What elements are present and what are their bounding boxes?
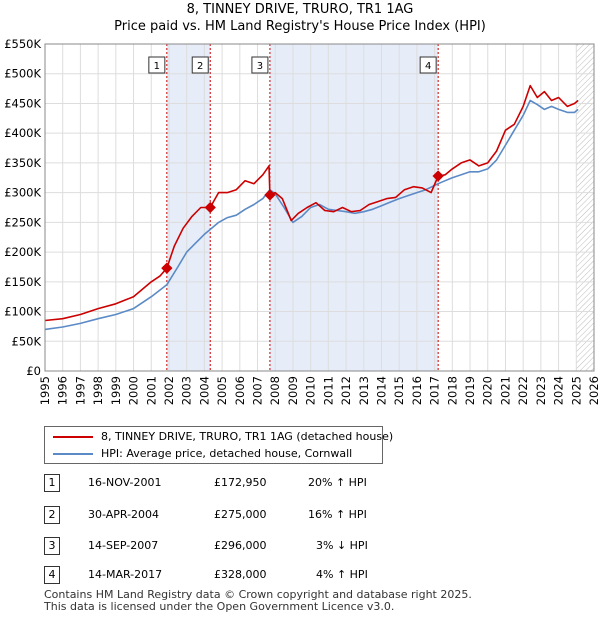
legend-swatch-property [53,436,93,438]
x-tick-label: 2005 [215,376,229,405]
sale-point [161,262,173,274]
x-tick-label: 2026 [587,376,600,405]
y-tick-label: £300K [4,186,41,200]
sale-date: 16-NOV-2001 [88,476,162,489]
x-tick-label: 2008 [268,376,282,405]
y-tick-label: £150K [4,275,41,289]
sale-row: 2 30-APR-2004 £275,000 16% ↑ HPI [44,506,504,526]
x-tick-label: 2007 [251,376,265,405]
property-price-line [44,84,579,322]
sale-hpi-change: 3% ↓ HPI [316,539,368,552]
sale-row: 1 16-NOV-2001 £172,950 20% ↑ HPI [44,474,504,494]
hpi-line [44,99,579,331]
y-tick-label: £400K [4,126,41,140]
chart-legend: 8, TINNEY DRIVE, TRURO, TR1 1AG (detache… [44,426,393,464]
sale-date: 30-APR-2004 [88,508,160,521]
legend-label-hpi: HPI: Average price, detached house, Corn… [101,447,353,460]
y-tick-label: £350K [4,156,41,170]
sale-hpi-change: 20% ↑ HPI [308,476,367,489]
x-tick-label: 2025 [569,376,583,405]
x-tick-label: 2011 [321,376,335,405]
x-tick-label: 2002 [162,376,176,405]
x-tick-label: 2013 [357,376,371,405]
chart-title-line1: 8, TINNEY DRIVE, TRURO, TR1 1AG [186,2,414,17]
x-tick-label: 2000 [127,376,141,405]
y-tick-label: £550K [4,37,41,51]
ownership-shade [269,44,439,371]
chart-title-line2: Price paid vs. HM Land Registry's House … [114,19,486,34]
y-tick-label: £0 [26,364,41,378]
sale-hpi-change: 16% ↑ HPI [308,508,367,521]
x-tick-label: 2018 [445,376,459,405]
y-tick-label: £100K [4,305,41,319]
sale-marker-box [148,56,166,74]
price-chart: £0 £50K £100K £150K £200K £250K £300K £350K £400… [4,37,600,405]
x-tick-label: 1996 [56,376,70,405]
sale-point [432,170,444,182]
sale-row: 4 14-MAR-2017 £328,000 4% ↑ HPI [44,566,504,586]
x-tick-label: 2010 [304,376,318,405]
x-tick-label: 1999 [109,376,123,405]
sale-hpi-change: 4% ↑ HPI [316,568,368,581]
sale-row: 3 14-SEP-2007 £296,000 3% ↓ HPI [44,537,504,557]
x-tick-label: 2022 [516,376,530,405]
footer-line-1: Contains HM Land Registry data © Crown c… [44,588,472,601]
sale-date: 14-SEP-2007 [88,539,159,552]
sale-marker-box [251,56,269,74]
sale-number: 2 [44,506,60,524]
x-tick-label: 2012 [339,376,353,405]
sale-price: £328,000 [214,568,267,581]
x-tick-label: 2003 [180,376,194,405]
y-tick-label: £200K [4,245,41,259]
sale-price: £275,000 [214,508,267,521]
y-tick-label: £500K [4,67,41,81]
x-tick-label: 2006 [233,376,247,405]
x-tick-label: 2017 [428,376,442,405]
x-tick-label: 1998 [91,376,105,405]
sale-price: £172,950 [214,476,267,489]
sale-number: 4 [44,566,60,584]
legend-label-property: 8, TINNEY DRIVE, TRURO, TR1 1AG (detache… [101,430,394,443]
x-tick-label: 2021 [498,376,512,405]
x-tick-label: 1995 [38,376,52,405]
sale-number: 1 [44,474,60,492]
sale-marker-box [191,56,209,74]
sale-date: 14-MAR-2017 [88,568,163,581]
sale-point [204,201,216,214]
x-tick-label: 2014 [374,376,388,405]
x-tick-label: 2020 [481,376,495,405]
x-tick-label: 2004 [197,376,211,405]
sale-price: £296,000 [214,539,267,552]
footer-line-2: This data is licensed under the Open Gov… [44,600,395,613]
forecast-hatch [576,44,594,371]
x-tick-label: 2009 [286,376,300,405]
y-tick-label: £450K [4,96,41,110]
y-tick-label: £250K [4,215,41,229]
sale-marker-label: 3 [257,61,263,72]
x-tick-label: 2023 [534,376,548,405]
x-tick-label: 2016 [410,376,424,405]
sale-number: 3 [44,537,60,555]
x-tick-label: 2015 [392,376,406,405]
x-tick-label: 1997 [73,376,87,405]
plot-area-border [44,43,595,372]
sale-marker-label: 4 [425,61,431,72]
sale-marker-label: 2 [197,61,203,72]
sale-marker-box [419,56,437,74]
x-tick-label: 2024 [552,376,566,405]
x-tick-label: 2019 [463,376,477,405]
x-tick-label: 2001 [144,376,158,405]
sale-marker-label: 1 [154,61,160,72]
footer-attribution: Contains HM Land Registry data © Crown c… [44,589,472,613]
sale-point [264,189,276,201]
legend-swatch-hpi [53,453,93,455]
y-tick-label: £50K [12,334,42,348]
